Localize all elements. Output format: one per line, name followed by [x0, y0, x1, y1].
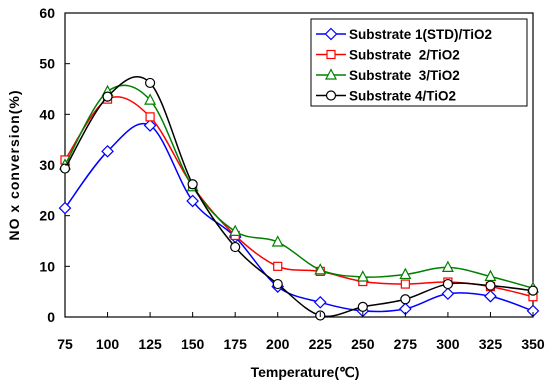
- data-point: [485, 280, 496, 291]
- data-point: [399, 267, 412, 280]
- legend-item: Substrate 2/TiO2: [316, 48, 460, 63]
- data-point: [143, 119, 157, 132]
- legend-box: [310, 18, 528, 107]
- data-point: [272, 278, 283, 290]
- legend-marker: [325, 68, 337, 80]
- legend-marker: [326, 49, 336, 60]
- data-point: [101, 144, 114, 158]
- data-point: [441, 260, 454, 272]
- data-point: [229, 224, 242, 236]
- data-point: [187, 179, 198, 190]
- y-tick-label: 0: [47, 309, 55, 325]
- x-tick-label: 175: [224, 336, 248, 352]
- data-point: [442, 278, 454, 290]
- y-tick-label: 60: [39, 5, 55, 21]
- data-point: [356, 270, 369, 282]
- data-point: [230, 241, 241, 253]
- legend-item: Substrate 4/TiO2: [316, 89, 456, 104]
- data-point: [144, 77, 156, 89]
- y-tick-label: 40: [39, 106, 55, 122]
- data-point: [186, 194, 199, 208]
- data-point: [144, 93, 157, 105]
- y-tick-label: 50: [39, 56, 55, 72]
- data-point: [102, 91, 113, 102]
- data-point: [59, 163, 71, 174]
- legend: Substrate 1(STD)/TiO2 Substrate 2/TiO2 Sub…: [310, 18, 528, 107]
- data-point: [58, 201, 72, 215]
- series-4: [59, 76, 539, 321]
- data-point: [400, 279, 410, 289]
- legend-label: Substrate 3/TiO2: [349, 68, 460, 83]
- y-tick-label: 20: [39, 208, 55, 224]
- x-tick-label: 350: [521, 336, 545, 352]
- legend-item: Substrate 3/TiO2: [316, 68, 460, 83]
- data-point: [400, 294, 411, 305]
- x-tick-label: 75: [57, 336, 73, 352]
- x-tick-label: 300: [436, 336, 460, 352]
- legend-item: Substrate 1(STD)/TiO2: [316, 27, 492, 42]
- x-tick-label: 250: [351, 336, 375, 352]
- series-layer: [58, 76, 540, 321]
- data-point: [313, 295, 327, 309]
- x-axis-label: Temperature(℃): [251, 364, 360, 380]
- x-tick-label: 275: [394, 336, 418, 352]
- legend-label: Substrate 2/TiO2: [349, 48, 460, 63]
- x-tick-label: 225: [309, 336, 333, 352]
- x-tick-label: 200: [266, 336, 290, 352]
- data-point: [145, 112, 155, 122]
- x-tick-label: 325: [479, 336, 503, 352]
- data-point: [314, 263, 327, 275]
- legend-label: Substrate 4/TiO2: [349, 89, 456, 104]
- ticks-layer: 0 10 20 30 40 50 60 75 100 125 150 175 200 225 250 275 3…: [39, 5, 544, 352]
- x-tick-label: 125: [138, 336, 162, 352]
- legend-marker: [324, 27, 338, 41]
- y-tick-label: 10: [39, 258, 55, 274]
- data-point: [527, 285, 539, 296]
- legend-label: Substrate 1(STD)/TiO2: [349, 27, 492, 42]
- y-tick-label: 30: [39, 157, 55, 173]
- y-axis-label: NO x conversion(%): [6, 89, 22, 240]
- x-tick-label: 100: [96, 336, 120, 352]
- legend-marker: [325, 90, 337, 101]
- data-point: [357, 301, 368, 312]
- data-point: [484, 269, 497, 282]
- data-point: [441, 287, 455, 301]
- data-point: [273, 261, 283, 271]
- x-tick-label: 150: [181, 336, 205, 352]
- data-point: [271, 235, 284, 247]
- data-point: [484, 289, 497, 303]
